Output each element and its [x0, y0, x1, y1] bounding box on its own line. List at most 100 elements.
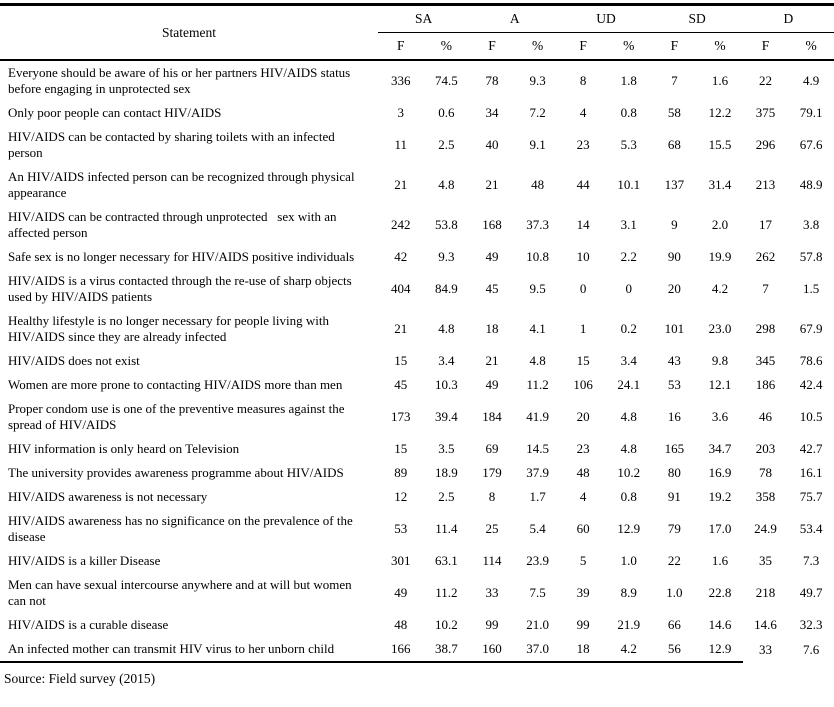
value-cell: 12.9: [617, 521, 641, 536]
value-cell: 10.2: [435, 617, 458, 632]
value-cell: 39.4: [435, 409, 458, 424]
value-cell: 4.8: [620, 409, 637, 424]
value-cell: 66: [667, 617, 681, 632]
value-cell: 42.4: [799, 377, 823, 392]
table-row: HIV/AIDS awareness is not necessary 12 2.5…: [0, 485, 834, 509]
value-cell: 42.7: [799, 441, 823, 456]
statement-cell: Everyone should be aware of his or her p…: [8, 65, 354, 96]
value-cell: 38.7: [423, 637, 470, 663]
value-cell: 21: [394, 321, 408, 336]
value-cell: 3.1: [620, 217, 637, 232]
statement-cell: HIV/AIDS awareness is not necessary: [8, 489, 208, 504]
value-cell: 336: [391, 73, 411, 88]
value-cell: 345: [755, 353, 776, 368]
value-cell: 8: [579, 73, 587, 88]
statement-cell: HIV/AIDS is a killer Disease: [8, 553, 161, 568]
value-cell: 179: [482, 465, 502, 480]
value-cell: 10.8: [526, 249, 549, 264]
value-cell: 3.6: [711, 409, 729, 424]
value-cell: 12.1: [708, 377, 732, 392]
value-cell: 18: [485, 321, 499, 336]
value-cell: 63.1: [435, 553, 458, 568]
table-row: Healthy lifestyle is no longer necessary…: [0, 309, 834, 349]
value-cell: 11: [394, 137, 408, 152]
table-row: HIV/AIDS is a killer Disease 301 63.1 114 23…: [0, 549, 834, 573]
value-cell: 53: [667, 377, 681, 392]
statements-table: Statement SA A UD SD D F % F % F % F % F…: [0, 3, 834, 663]
table-row: The university provides awareness progra…: [0, 461, 834, 485]
value-cell: 23: [576, 441, 590, 456]
value-cell: 78: [485, 73, 499, 88]
table-row: HIV/AIDS is a virus contacted through th…: [0, 269, 834, 309]
value-cell: 37.9: [526, 465, 549, 480]
value-cell: 101: [664, 321, 685, 336]
value-cell: 90: [667, 249, 681, 264]
value-cell: 9.1: [529, 137, 546, 152]
value-cell: 48: [394, 617, 408, 632]
value-cell: 4.2: [605, 637, 652, 663]
value-cell: 91: [667, 489, 681, 504]
statement-cell: Men can have sexual intercourse anywhere…: [8, 577, 355, 608]
value-cell: 9.8: [711, 353, 729, 368]
statement-cell: An HIV/AIDS infected person can be recog…: [8, 169, 358, 200]
group-header-sd: SD: [651, 4, 743, 33]
value-cell: 34: [485, 105, 499, 120]
value-cell: 213: [755, 177, 776, 192]
value-cell: 2.5: [438, 137, 455, 152]
value-cell: 37.3: [526, 217, 549, 232]
value-cell: 37.0: [514, 637, 561, 663]
value-cell: 21: [394, 177, 408, 192]
value-cell: 57.8: [799, 249, 823, 264]
value-cell: 165: [664, 441, 685, 456]
value-cell: 0: [625, 281, 633, 296]
value-cell: 15.5: [708, 137, 732, 152]
value-cell: 42: [394, 249, 408, 264]
value-cell: 49: [485, 377, 499, 392]
value-cell: 1.7: [529, 489, 546, 504]
value-cell: 10.1: [617, 177, 641, 192]
value-cell: 89: [394, 465, 408, 480]
value-cell: 15: [576, 353, 590, 368]
value-cell: 99: [576, 617, 590, 632]
page: Statement SA A UD SD D F % F % F % F % F…: [0, 3, 834, 686]
value-cell: 168: [482, 217, 502, 232]
value-cell: 5.3: [620, 137, 637, 152]
value-cell: 23: [576, 137, 590, 152]
table-row: HIV/AIDS can be contacted by sharing toi…: [0, 125, 834, 165]
value-cell: 24.1: [617, 377, 641, 392]
value-cell: 46: [759, 409, 773, 424]
sub-header-f: F: [378, 32, 424, 61]
table-row: Men can have sexual intercourse anywhere…: [0, 573, 834, 613]
table-row: An HIV/AIDS infected person can be recog…: [0, 165, 834, 205]
value-cell: 1.6: [711, 553, 729, 568]
value-cell: 68: [667, 137, 681, 152]
value-cell: 40: [485, 137, 499, 152]
value-cell: 186: [755, 377, 776, 392]
sub-header-f: F: [651, 32, 698, 61]
value-cell: 4.1: [529, 321, 546, 336]
table-row: Only poor people can contact HIV/AIDS 3 0.…: [0, 101, 834, 125]
value-cell: 7.5: [529, 585, 546, 600]
sub-header-pct: %: [697, 32, 743, 61]
value-cell: 5: [579, 553, 587, 568]
value-cell: 9.5: [529, 281, 546, 296]
value-cell: 3.8: [803, 217, 820, 232]
value-cell: 44: [576, 177, 590, 192]
statement-cell: HIV/AIDS does not exist: [8, 353, 140, 368]
value-cell: 166: [378, 637, 424, 663]
value-cell: 10.2: [617, 465, 641, 480]
value-cell: 2.5: [438, 489, 455, 504]
group-header-row: Statement SA A UD SD D: [0, 4, 834, 61]
value-cell: 296: [755, 137, 776, 152]
sub-header-f: F: [560, 32, 606, 61]
value-cell: 4.8: [438, 321, 455, 336]
value-cell: 14.6: [754, 617, 777, 632]
sub-header-pct: %: [788, 32, 834, 61]
value-cell: 15: [394, 353, 408, 368]
value-cell: 22: [667, 553, 681, 568]
table-row: HIV/AIDS does not exist 15 3.4 21 4.8 15 3.4 43…: [0, 349, 834, 373]
value-cell: 0.2: [620, 321, 637, 336]
value-cell: 1.8: [620, 73, 637, 88]
value-cell: 0: [579, 281, 587, 296]
statement-cell: HIV/AIDS is a curable disease: [8, 617, 169, 632]
